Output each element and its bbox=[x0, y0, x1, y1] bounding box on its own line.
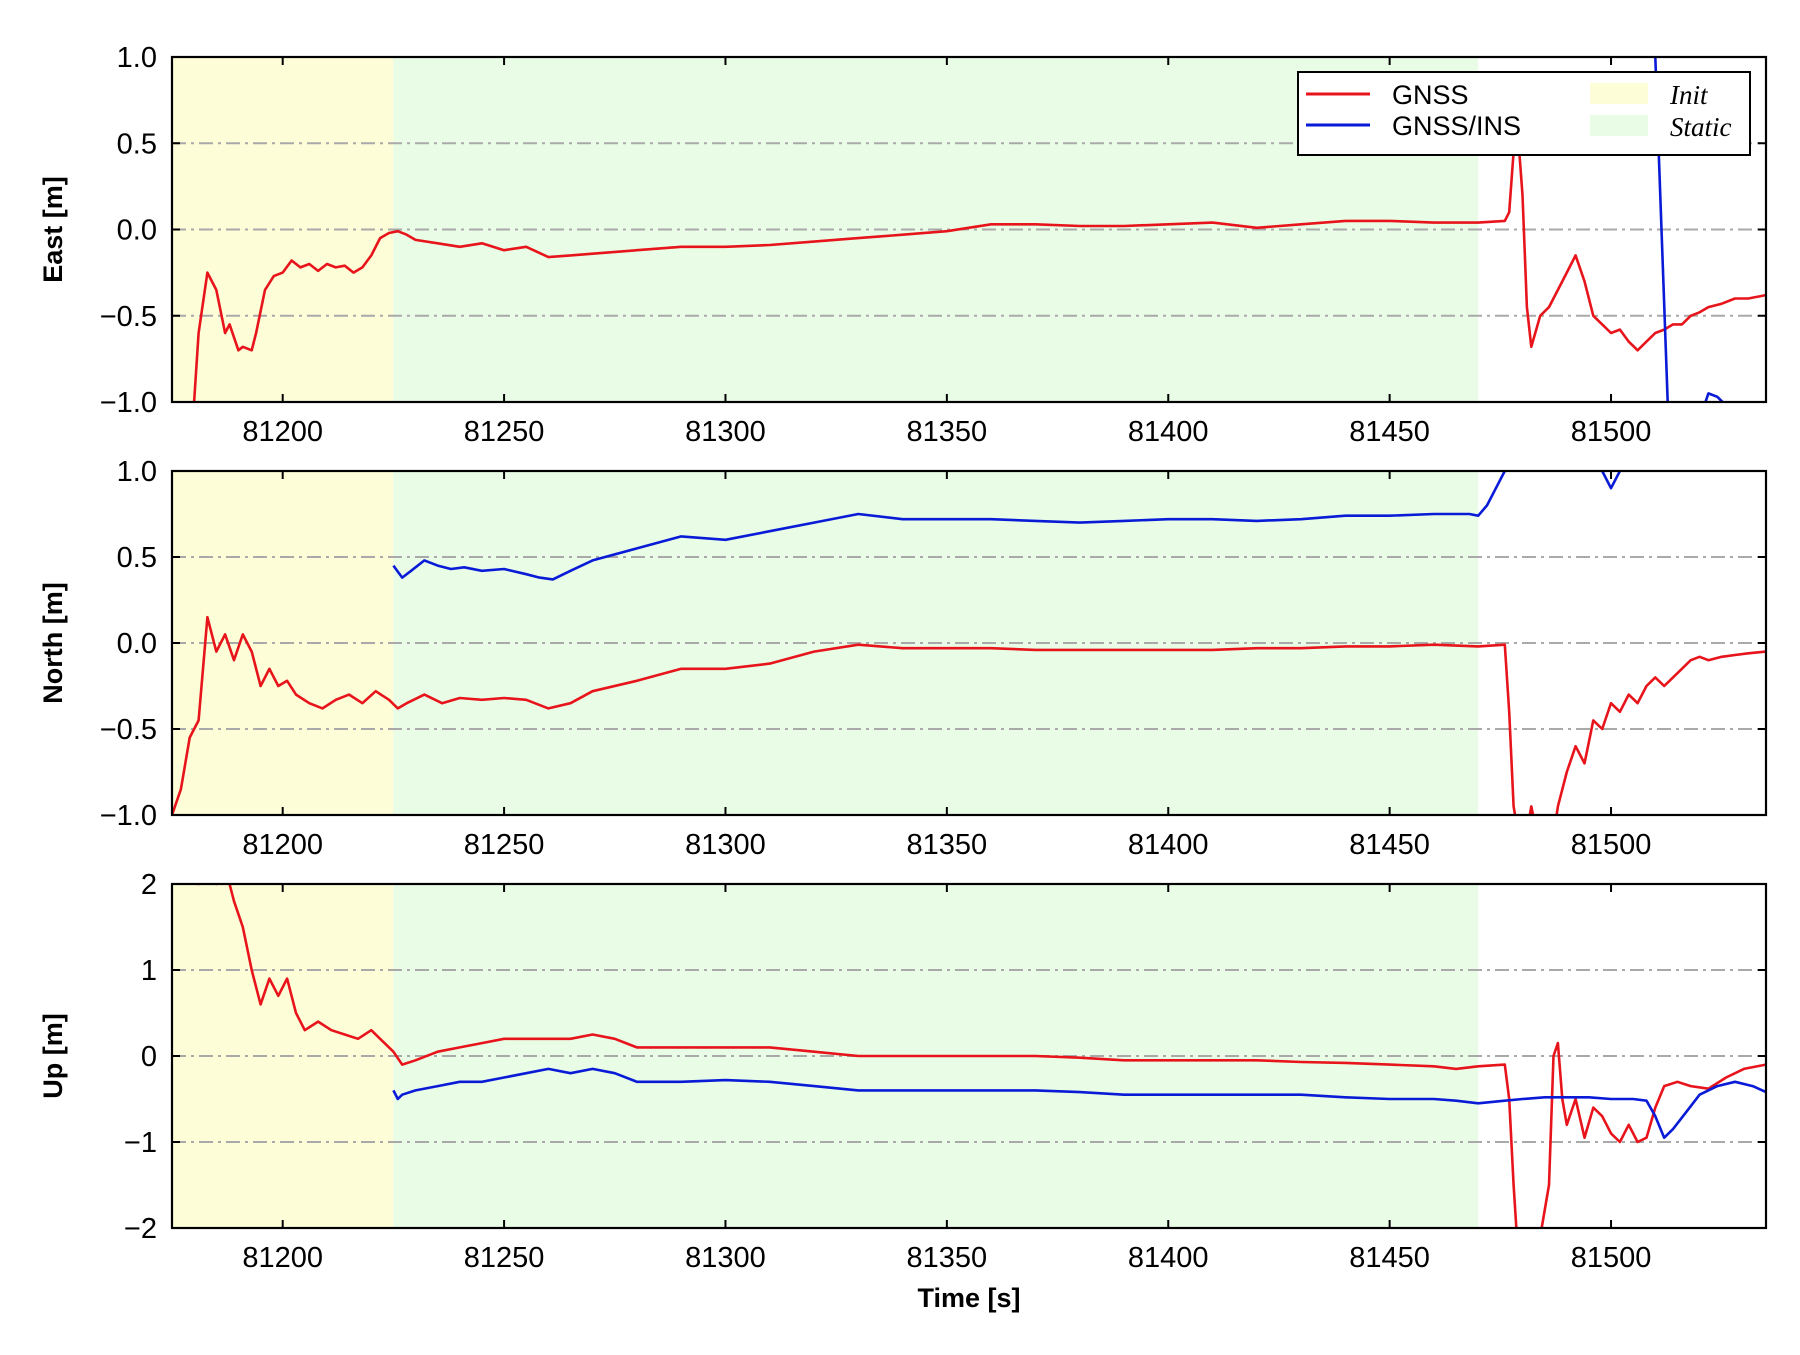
y-tick-label: −1 bbox=[124, 1127, 157, 1159]
legend-label-gnss-ins: GNSS/INS bbox=[1392, 111, 1521, 141]
panel-3: 81200 81250 81300 81350 81400 81450 81500 −2 −1 0… bbox=[38, 869, 1768, 1274]
x-axis-label: Time [s] bbox=[917, 1283, 1020, 1313]
series-gnss-ins bbox=[392, 1067, 1766, 1139]
y-tick-label: 2 bbox=[141, 869, 157, 901]
y-axis-label: East [m] bbox=[38, 176, 68, 283]
y-tick-label: 1 bbox=[141, 955, 157, 987]
y-tick-label: 0.5 bbox=[117, 128, 157, 160]
y-tick-label: 0 bbox=[141, 1041, 157, 1073]
series-gnss-ins bbox=[1601, 471, 1622, 490]
y-tick-label: 0.5 bbox=[117, 542, 157, 574]
x-tick-label: 81400 bbox=[1128, 829, 1209, 861]
x-tick-label: 81500 bbox=[1571, 829, 1652, 861]
y-axis-label: North [m] bbox=[38, 582, 68, 703]
legend-label-gnss: GNSS bbox=[1392, 80, 1469, 110]
legend-label-static: Static bbox=[1670, 112, 1732, 142]
x-tick-label: 81300 bbox=[685, 829, 766, 861]
x-tick-label: 81250 bbox=[464, 829, 545, 861]
x-tick-label: 81250 bbox=[464, 416, 545, 448]
legend-swatch-static bbox=[1590, 115, 1648, 136]
x-tick-label: 81400 bbox=[1128, 1242, 1209, 1274]
y-tick-label: −2 bbox=[124, 1213, 157, 1245]
x-tick-label: 81200 bbox=[242, 1242, 323, 1274]
x-tick-label: 81350 bbox=[907, 829, 988, 861]
legend-label-init: Init bbox=[1669, 80, 1709, 110]
y-tick-label: 1.0 bbox=[117, 42, 157, 74]
y-tick-label: −1.0 bbox=[100, 800, 157, 832]
x-tick-label: 81200 bbox=[242, 829, 323, 861]
legend-swatch-init bbox=[1590, 83, 1648, 104]
y-tick-label: −0.5 bbox=[100, 301, 157, 333]
x-tick-label: 81250 bbox=[464, 1242, 545, 1274]
x-tick-label: 81300 bbox=[685, 1242, 766, 1274]
panel-2: 81200 81250 81300 81350 81400 81450 81500 −1.0 −… bbox=[38, 456, 1768, 861]
y-tick-label: 0.0 bbox=[117, 215, 157, 247]
x-tick-label: 81450 bbox=[1349, 1242, 1430, 1274]
x-tick-label: 81200 bbox=[242, 416, 323, 448]
series-group bbox=[192, 57, 1766, 402]
y-tick-label: −1.0 bbox=[100, 387, 157, 419]
x-tick-label: 81500 bbox=[1571, 416, 1652, 448]
x-tick-label: 81400 bbox=[1128, 416, 1209, 448]
x-tick-label: 81350 bbox=[907, 1242, 988, 1274]
series-group bbox=[197, 884, 1766, 1228]
series-group bbox=[172, 471, 1766, 815]
x-tick-label: 81350 bbox=[907, 416, 988, 448]
y-tick-label: 0.0 bbox=[117, 628, 157, 660]
series-gnss-ins bbox=[1654, 57, 1725, 402]
y-tick-label: 1.0 bbox=[117, 456, 157, 488]
legend-box bbox=[1297, 71, 1751, 156]
y-axis-label: Up [m] bbox=[38, 1013, 68, 1098]
series-gnss-ins bbox=[392, 471, 1506, 581]
series-gnss bbox=[172, 615, 1766, 815]
series-gnss bbox=[197, 884, 1766, 1228]
x-tick-label: 81450 bbox=[1349, 416, 1430, 448]
series-gnss bbox=[192, 133, 1766, 402]
x-tick-label: 81300 bbox=[685, 416, 766, 448]
x-tick-label: 81450 bbox=[1349, 829, 1430, 861]
panel-1: 81200 81250 81300 81350 81400 81450 81500 −1.0 −… bbox=[38, 42, 1768, 448]
x-tick-label: 81500 bbox=[1571, 1242, 1652, 1274]
y-tick-label: −0.5 bbox=[100, 714, 157, 746]
